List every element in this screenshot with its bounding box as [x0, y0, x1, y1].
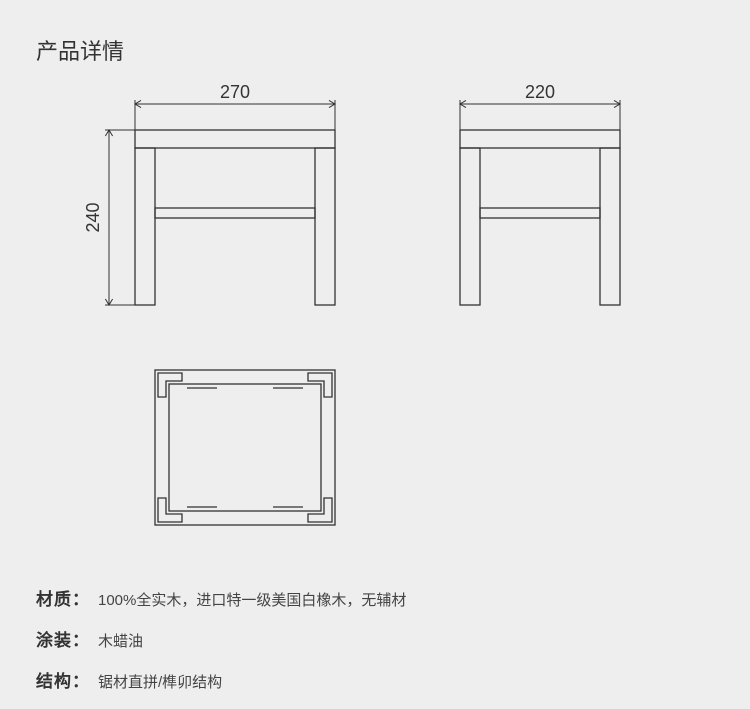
spec-value: 100%全实木，进口特一级美国白橡木，无辅材 [98, 583, 406, 619]
svg-text:220: 220 [525, 82, 555, 102]
side-view: 220 [460, 82, 620, 305]
front-view: 270 240 [83, 82, 335, 305]
top-view [155, 370, 335, 525]
spec-label: 结构： [36, 662, 90, 703]
spec-value: 锯材直拼/榫卯结构 [98, 665, 222, 701]
svg-text:240: 240 [83, 202, 103, 232]
spec-value: 木蜡油 [98, 624, 143, 660]
spec-row: 结构：锯材直拼/榫卯结构 [36, 662, 406, 703]
spec-list: 材质：100%全实木，进口特一级美国白橡木，无辅材涂装：木蜡油结构：锯材直拼/榫… [36, 580, 406, 702]
page-title: 产品详情 [36, 34, 124, 66]
svg-text:270: 270 [220, 82, 250, 102]
spec-row: 材质：100%全实木，进口特一级美国白橡木，无辅材 [36, 580, 406, 621]
technical-drawings: 270 240 220 [0, 70, 750, 550]
spec-label: 材质： [36, 580, 90, 621]
spec-row: 涂装：木蜡油 [36, 621, 406, 662]
spec-label: 涂装： [36, 621, 90, 662]
page: 产品详情 270 240 220 材质：100%全实木，进口特一级美国白橡木，无辅材… [0, 0, 750, 709]
